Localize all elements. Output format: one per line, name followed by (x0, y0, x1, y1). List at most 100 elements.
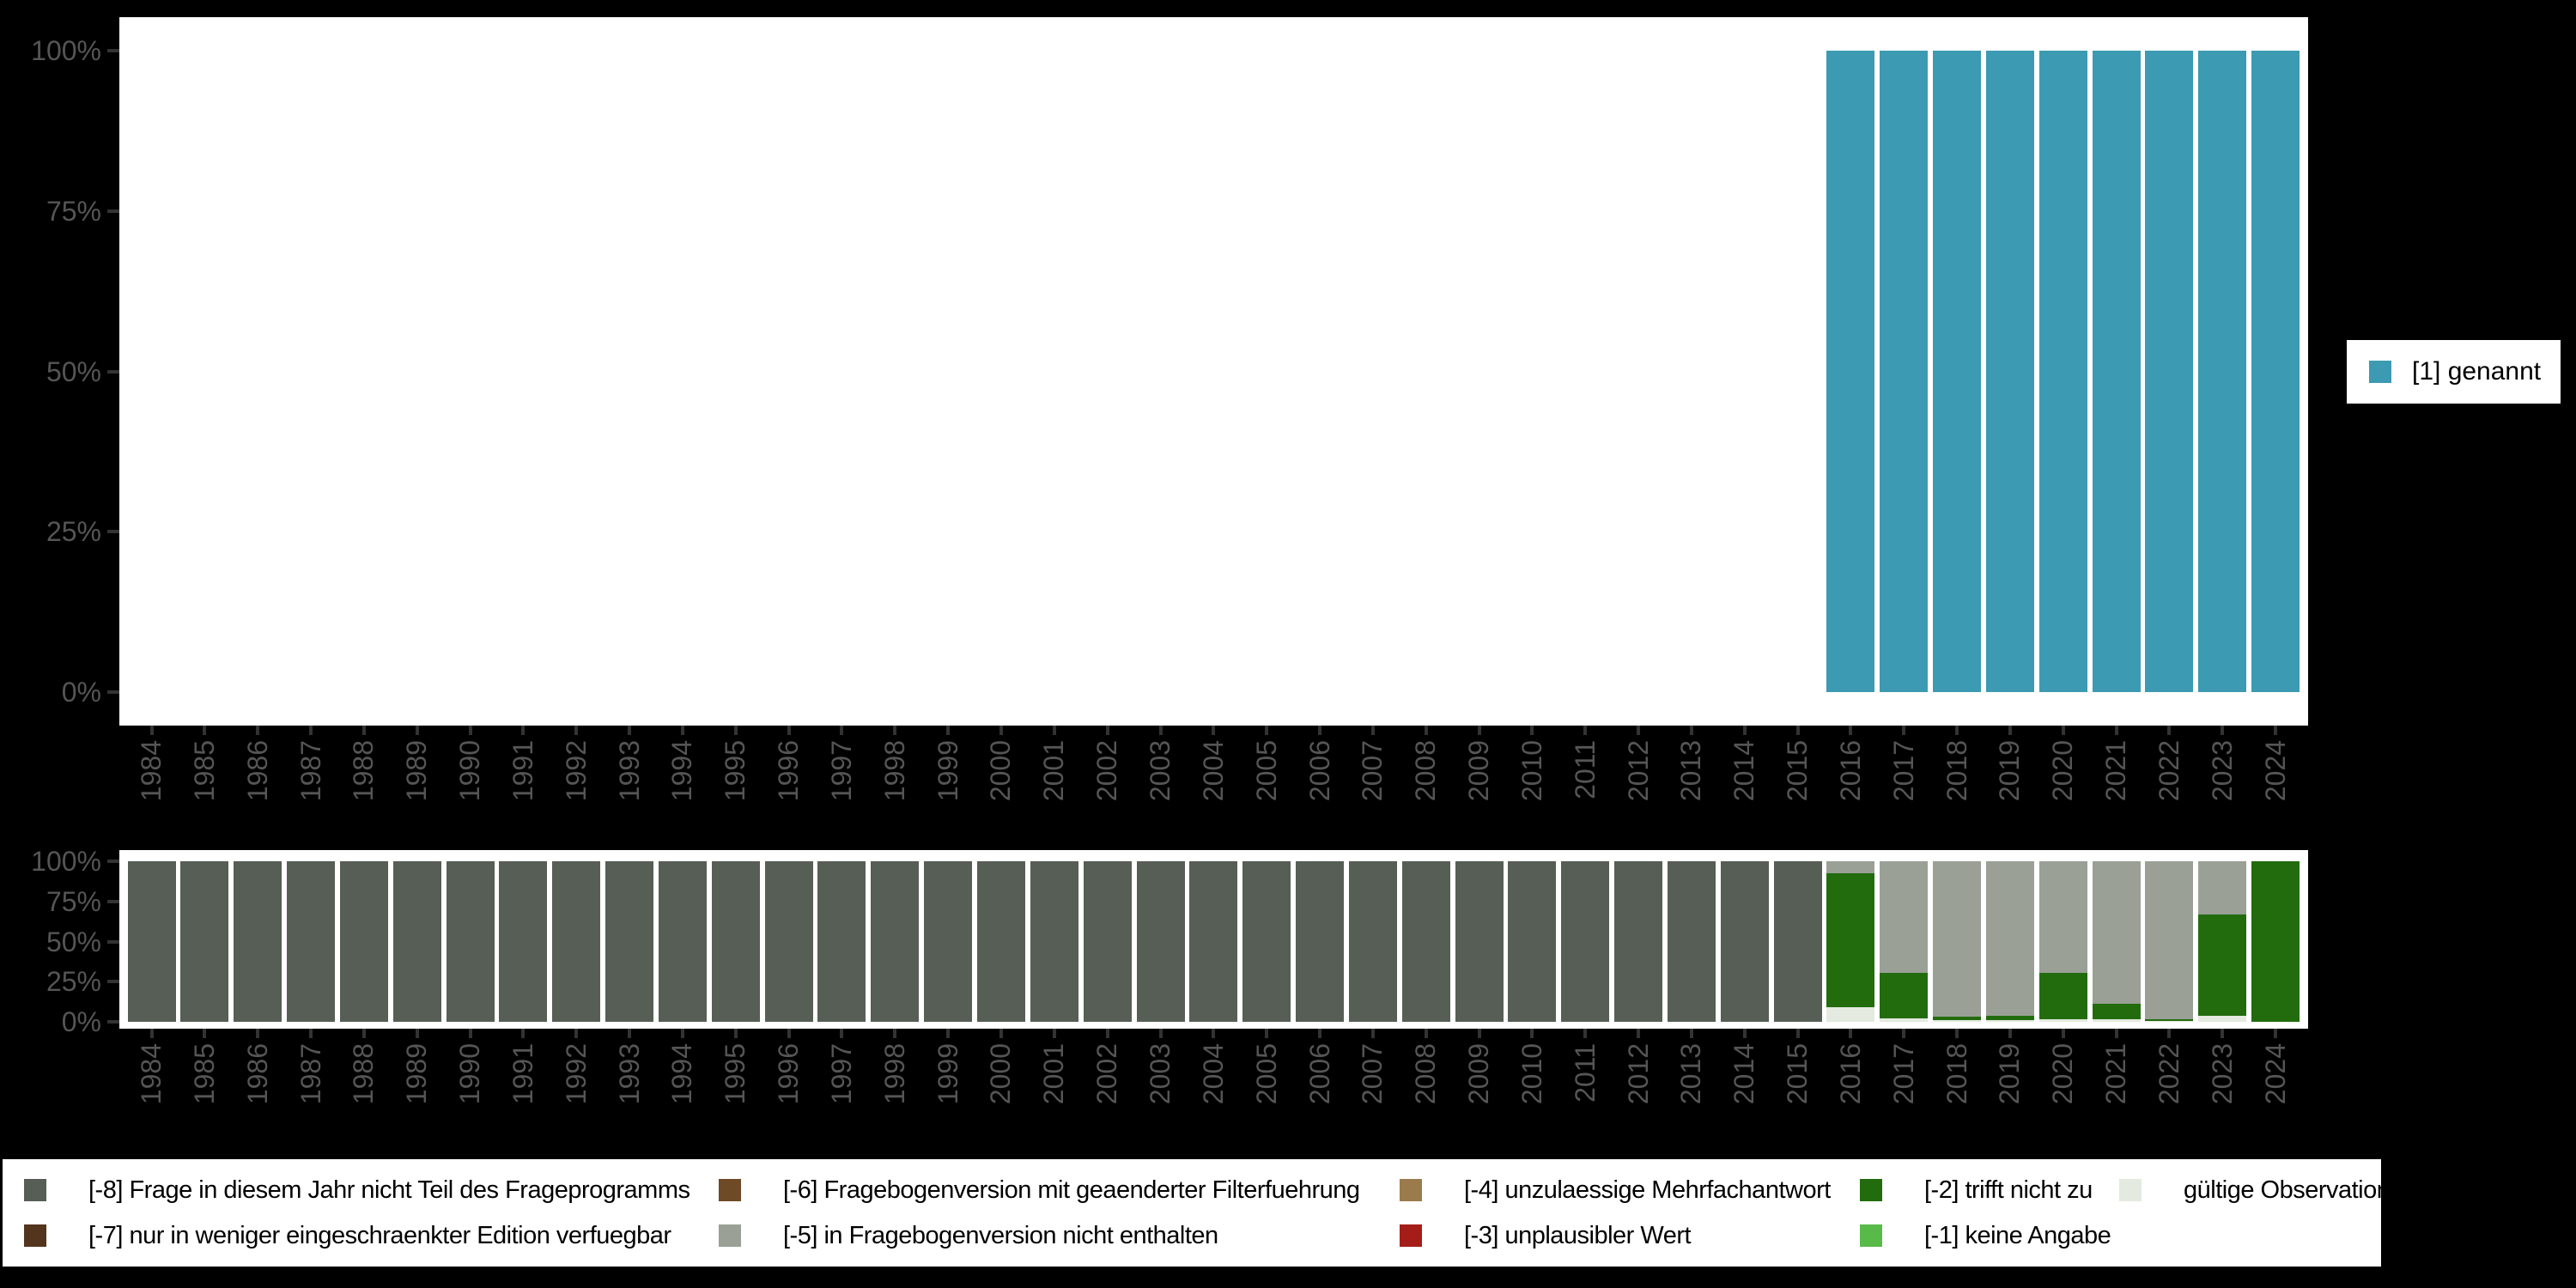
x-axis-label-1992: 1992 (560, 1043, 592, 1105)
bar-segment-m8 (1189, 861, 1238, 1022)
x-tick-1987 (309, 726, 313, 735)
bar-segment-m8 (711, 861, 760, 1022)
x-axis-label-2023: 2023 (2206, 740, 2238, 802)
y-tick-0 (107, 1020, 119, 1024)
x-tick-1993 (628, 726, 632, 735)
bar-segment-valid (1826, 1007, 1875, 1022)
x-tick-1996 (787, 1029, 791, 1038)
bar-segment-valid (2092, 1019, 2141, 1022)
y-tick-75 (107, 209, 119, 213)
top-chart-plot-area (119, 17, 2308, 726)
bar-segment-m5 (2038, 861, 2087, 973)
x-tick-1993 (628, 1029, 632, 1038)
bar-segment-m5 (2092, 861, 2141, 1005)
x-axis-label-2008: 2008 (1410, 740, 1442, 802)
x-axis-label-1997: 1997 (825, 740, 857, 802)
bar-2013 (1667, 861, 1716, 1022)
x-axis-label-1992: 1992 (560, 740, 592, 802)
bar-segment-m8 (976, 861, 1025, 1022)
x-tick-2021 (2114, 1029, 2118, 1038)
x-axis-label-1985: 1985 (188, 1043, 220, 1105)
x-axis-label-2004: 2004 (1197, 740, 1229, 802)
bottom-chart-plot-area (119, 850, 2308, 1029)
bar-2003 (1136, 861, 1185, 1022)
x-axis-label-1994: 1994 (666, 1043, 698, 1105)
x-axis-label-2013: 2013 (1675, 740, 1707, 802)
bar-2015 (1773, 861, 1822, 1022)
bar-1990 (446, 861, 495, 1022)
x-axis-label-2005: 2005 (1250, 1043, 1282, 1105)
bar-segment-valid (1933, 1020, 1982, 1022)
bar-2019 (1985, 51, 2034, 692)
bar-2019 (1985, 861, 2034, 1022)
bar-1985 (180, 861, 229, 1022)
legend-swatch-genannt (2369, 361, 2391, 383)
bar-segment-m5 (2145, 861, 2194, 1020)
bar-segment-genannt (1933, 51, 1982, 692)
x-axis-label-2021: 2021 (2100, 1043, 2132, 1105)
x-tick-2016 (1849, 726, 1853, 735)
x-tick-1998 (893, 726, 897, 735)
bar-segment-m8 (339, 861, 388, 1022)
x-axis-label-2020: 2020 (2047, 740, 2079, 802)
x-axis-label-2015: 2015 (1782, 740, 1813, 802)
bar-segment-m8 (1296, 861, 1344, 1022)
x-tick-1990 (468, 726, 472, 735)
bar-segment-m2 (1985, 1015, 2034, 1021)
bar-segment-m8 (1030, 861, 1078, 1022)
x-tick-2008 (1424, 726, 1428, 735)
bar-2010 (1508, 861, 1557, 1022)
y-axis-label-75: 75% (46, 885, 101, 917)
bar-segment-m8 (817, 861, 866, 1022)
x-tick-2018 (1955, 726, 1959, 735)
bar-segment-genannt (1880, 51, 1929, 692)
x-tick-2015 (1795, 726, 1800, 735)
bar-segment-m5 (1933, 861, 1982, 1018)
x-axis-label-2011: 2011 (1569, 1043, 1601, 1103)
x-axis-label-2008: 2008 (1410, 1043, 1442, 1105)
x-tick-2014 (1742, 1029, 1747, 1038)
x-tick-2011 (1583, 726, 1588, 735)
bar-segment-m2 (2092, 1004, 2141, 1020)
bar-segment-m8 (1083, 861, 1132, 1022)
x-tick-2019 (2008, 726, 2012, 735)
bar-segment-m8 (127, 861, 176, 1022)
x-tick-2010 (1530, 1029, 1534, 1038)
legend-swatch-m3 (1400, 1224, 1422, 1247)
bar-2009 (1455, 861, 1504, 1022)
x-axis-label-2022: 2022 (2153, 1043, 2184, 1105)
x-axis-label-2017: 2017 (1887, 740, 1919, 802)
bar-segment-m8 (605, 861, 654, 1022)
x-tick-1986 (256, 726, 260, 735)
x-tick-2003 (1158, 726, 1163, 735)
x-axis-label-2010: 2010 (1516, 1043, 1547, 1105)
bar-2008 (1401, 861, 1450, 1022)
bar-1999 (924, 861, 973, 1022)
legend-item-m1: [-1] keine Angabe (1860, 1222, 2111, 1249)
bar-segment-valid (1880, 1018, 1929, 1022)
bar-segment-genannt (1985, 51, 2034, 692)
x-axis-label-1996: 1996 (773, 1043, 805, 1105)
x-tick-2001 (1052, 1029, 1056, 1038)
bar-segment-m2 (1880, 972, 1929, 1019)
x-tick-1998 (893, 1029, 897, 1038)
x-axis-label-1987: 1987 (295, 740, 326, 802)
y-tick-25 (107, 980, 119, 984)
x-axis-label-1997: 1997 (825, 1043, 857, 1105)
x-axis-label-2002: 2002 (1091, 740, 1123, 802)
y-tick-100 (107, 49, 119, 52)
x-tick-2013 (1689, 726, 1693, 735)
x-axis-label-2011: 2011 (1569, 740, 1601, 799)
x-axis-label-2003: 2003 (1145, 740, 1176, 802)
bar-segment-m2 (2038, 972, 2087, 1020)
x-tick-2013 (1689, 1029, 1693, 1038)
bar-2018 (1933, 51, 1982, 692)
x-axis-label-2003: 2003 (1145, 1043, 1176, 1105)
bar-segment-m8 (871, 861, 920, 1022)
x-axis-label-1988: 1988 (348, 740, 380, 802)
x-tick-2003 (1158, 1029, 1163, 1038)
legend-item-valid: gültige Observationen (2119, 1176, 2417, 1204)
x-axis-label-1986: 1986 (241, 740, 273, 802)
bar-1994 (658, 861, 707, 1022)
bar-segment-m8 (1136, 861, 1185, 1022)
